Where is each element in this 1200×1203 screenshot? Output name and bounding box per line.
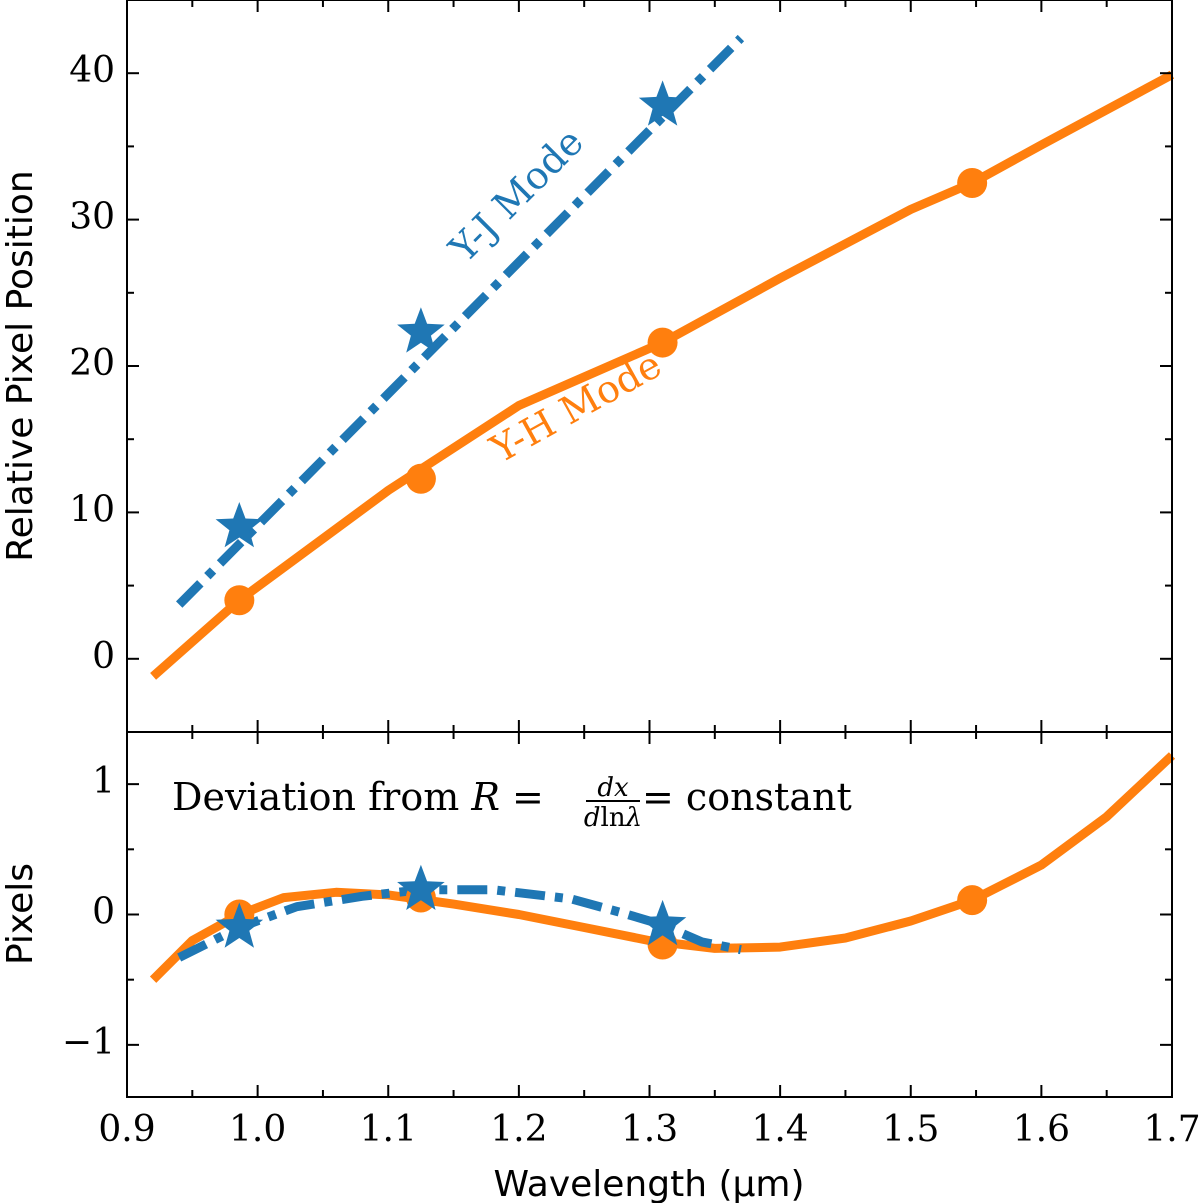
top-y-tick-label: 0 [92, 636, 115, 677]
top-circle-marker [647, 327, 678, 358]
y-j-mode-annotation: Y-J Mode [440, 120, 592, 272]
bot-y-tick-label: 1 [92, 761, 115, 802]
x-tick-label: 1.2 [490, 1109, 547, 1150]
deviation-suffix: = constant [642, 775, 852, 819]
deviation-var: R [470, 775, 500, 819]
bottom-y-axis-label: Pixels [0, 863, 41, 965]
bot-circle-marker [957, 885, 988, 916]
top-circle-marker [957, 168, 988, 198]
top-star-marker [638, 80, 687, 126]
top-star-marker [397, 307, 445, 353]
top-y-tick-label: 40 [69, 50, 115, 91]
top-y-axis-label: Relative Pixel Position [0, 170, 41, 562]
fraction-denominator: dlnλ [584, 803, 642, 833]
bot-star-marker [215, 902, 264, 948]
x-tick-label: 1.6 [1013, 1109, 1070, 1150]
top-star-marker [215, 502, 264, 548]
bot-y-tick-label: −1 [62, 1022, 115, 1063]
x-axis-label: Wavelength (μm) [493, 1164, 804, 1203]
bot-y-tick-label: 0 [92, 892, 115, 933]
deviation-annotation: Deviation from R = [172, 775, 544, 819]
deviation-eq: = [500, 775, 544, 819]
fraction: dx dlnλ [584, 773, 642, 833]
top-y-tick-label: 30 [69, 197, 115, 238]
x-tick-label: 1.7 [1143, 1109, 1200, 1150]
top-y-tick-label: 20 [69, 343, 115, 384]
top-y-tick-label: 10 [69, 489, 115, 530]
bottom-panel-frame [126, 731, 1173, 1098]
bot-star-marker [638, 899, 687, 946]
top-series-line-y-j-mode [176, 34, 745, 608]
top-series-line-y-h-mode [150, 70, 1175, 680]
deviation-prefix: Deviation from [172, 775, 471, 819]
top-circle-marker [224, 585, 255, 616]
bot-star-marker [397, 864, 445, 910]
top-circle-marker [405, 463, 436, 494]
x-tick-label: 1.0 [229, 1109, 286, 1150]
x-tick-label: 1.3 [621, 1109, 678, 1150]
x-tick-label: 1.1 [360, 1109, 417, 1150]
x-tick-label: 1.5 [882, 1109, 939, 1150]
x-tick-label: 0.9 [98, 1109, 155, 1150]
x-tick-label: 1.4 [751, 1109, 808, 1150]
bottom-panel: 1 0 −1 0.9 1.0 1.1 1.2 1.3 1.4 1.5 1.6 1.7 Deviatio… [0, 731, 1200, 1203]
fraction-numerator: dx [597, 773, 629, 803]
